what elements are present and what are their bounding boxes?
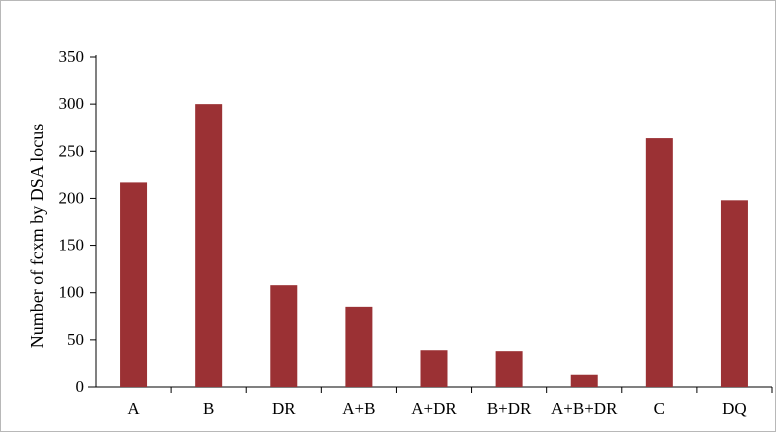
bar-a-plus-b-plus-dr	[570, 374, 598, 387]
x-tick-label: B	[203, 399, 214, 418]
y-tick-label: 250	[59, 141, 85, 160]
y-tick-label: 200	[59, 188, 85, 207]
bar-c	[645, 138, 673, 387]
bar-b	[195, 104, 223, 388]
bars	[120, 104, 748, 388]
x-tick-label: A+DR	[411, 399, 457, 418]
bar-a-plus-dr	[420, 350, 448, 387]
x-axis: A B DR A+B A+DR B+DR A+B+DR C DQ	[88, 386, 773, 418]
y-tick-label: 50	[67, 330, 84, 349]
y-axis-label: Number of fcxm by DSA locus	[27, 124, 47, 348]
y-tick-label: 0	[76, 377, 85, 396]
x-tick-label: C	[654, 399, 665, 418]
bar-dr	[270, 285, 298, 387]
y-tick-label: 300	[59, 94, 85, 113]
y-axis: 0 50 100 150 200 250 300 350	[59, 47, 97, 396]
x-tick-label: DR	[272, 399, 296, 418]
x-tick-label: A+B+DR	[551, 399, 618, 418]
x-tick-label: DQ	[722, 399, 747, 418]
x-tick-label: B+DR	[487, 399, 532, 418]
y-tick-label: 100	[59, 283, 85, 302]
bar-b-plus-dr	[495, 351, 523, 387]
bar-a	[120, 182, 148, 387]
x-tick-label: A+B	[342, 399, 375, 418]
bar-dq	[720, 200, 748, 387]
y-tick-label: 350	[59, 47, 85, 66]
y-tick-label: 150	[59, 236, 85, 255]
bar-a-plus-b	[345, 306, 373, 387]
x-tick-label: A	[127, 399, 140, 418]
